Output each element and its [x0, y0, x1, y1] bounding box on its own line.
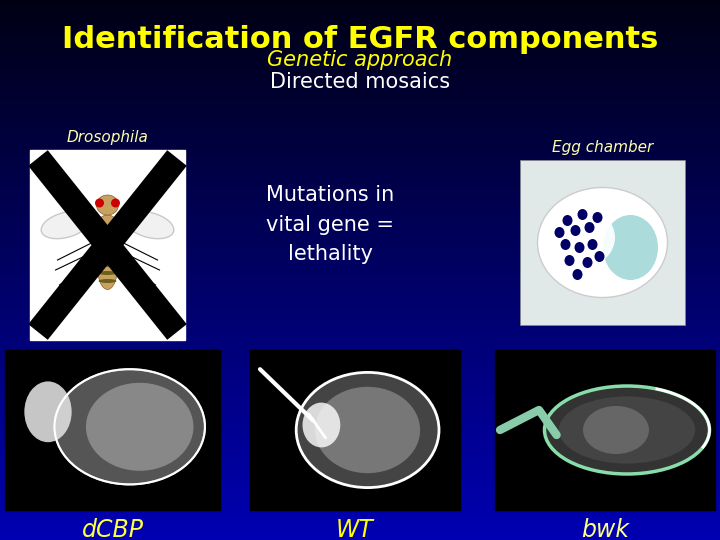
Text: bwk: bwk [581, 518, 629, 540]
Ellipse shape [99, 263, 117, 267]
Bar [30, 150, 185, 340]
Ellipse shape [99, 279, 117, 283]
Ellipse shape [603, 215, 658, 280]
Ellipse shape [564, 255, 575, 266]
Ellipse shape [96, 195, 119, 215]
Text: Mutations in
vital gene =
lethality: Mutations in vital gene = lethality [266, 185, 394, 264]
Bar [495, 350, 715, 510]
Ellipse shape [572, 269, 582, 280]
Ellipse shape [560, 210, 615, 265]
Ellipse shape [575, 242, 585, 253]
Text: dCBP: dCBP [81, 518, 143, 540]
Ellipse shape [97, 245, 117, 289]
Ellipse shape [583, 406, 649, 454]
Ellipse shape [315, 387, 420, 473]
Ellipse shape [577, 209, 588, 220]
Bar [520, 160, 685, 325]
Ellipse shape [302, 403, 341, 448]
Ellipse shape [585, 222, 595, 233]
Ellipse shape [296, 373, 439, 488]
Bar [5, 350, 220, 510]
Bar [250, 350, 460, 510]
Ellipse shape [544, 386, 709, 474]
Ellipse shape [560, 239, 570, 250]
Ellipse shape [559, 396, 696, 464]
Text: Genetic approach: Genetic approach [267, 50, 453, 70]
Ellipse shape [86, 383, 194, 471]
Ellipse shape [588, 239, 598, 250]
Text: WT: WT [336, 518, 374, 540]
Ellipse shape [99, 271, 117, 275]
Ellipse shape [538, 187, 667, 298]
Ellipse shape [99, 255, 117, 259]
Ellipse shape [94, 215, 122, 255]
Ellipse shape [582, 257, 593, 268]
Ellipse shape [95, 199, 104, 207]
Ellipse shape [111, 199, 120, 207]
Ellipse shape [55, 369, 205, 484]
Ellipse shape [41, 211, 90, 239]
Ellipse shape [24, 381, 72, 442]
Text: Egg chamber: Egg chamber [552, 140, 653, 155]
Ellipse shape [562, 215, 572, 226]
Text: Drosophila: Drosophila [66, 130, 148, 145]
Ellipse shape [593, 212, 603, 223]
Ellipse shape [554, 227, 564, 238]
Text: Directed mosaics: Directed mosaics [270, 72, 450, 92]
Ellipse shape [570, 225, 580, 236]
Ellipse shape [595, 251, 605, 262]
Ellipse shape [125, 211, 174, 239]
Text: Identification of EGFR components: Identification of EGFR components [62, 25, 658, 54]
